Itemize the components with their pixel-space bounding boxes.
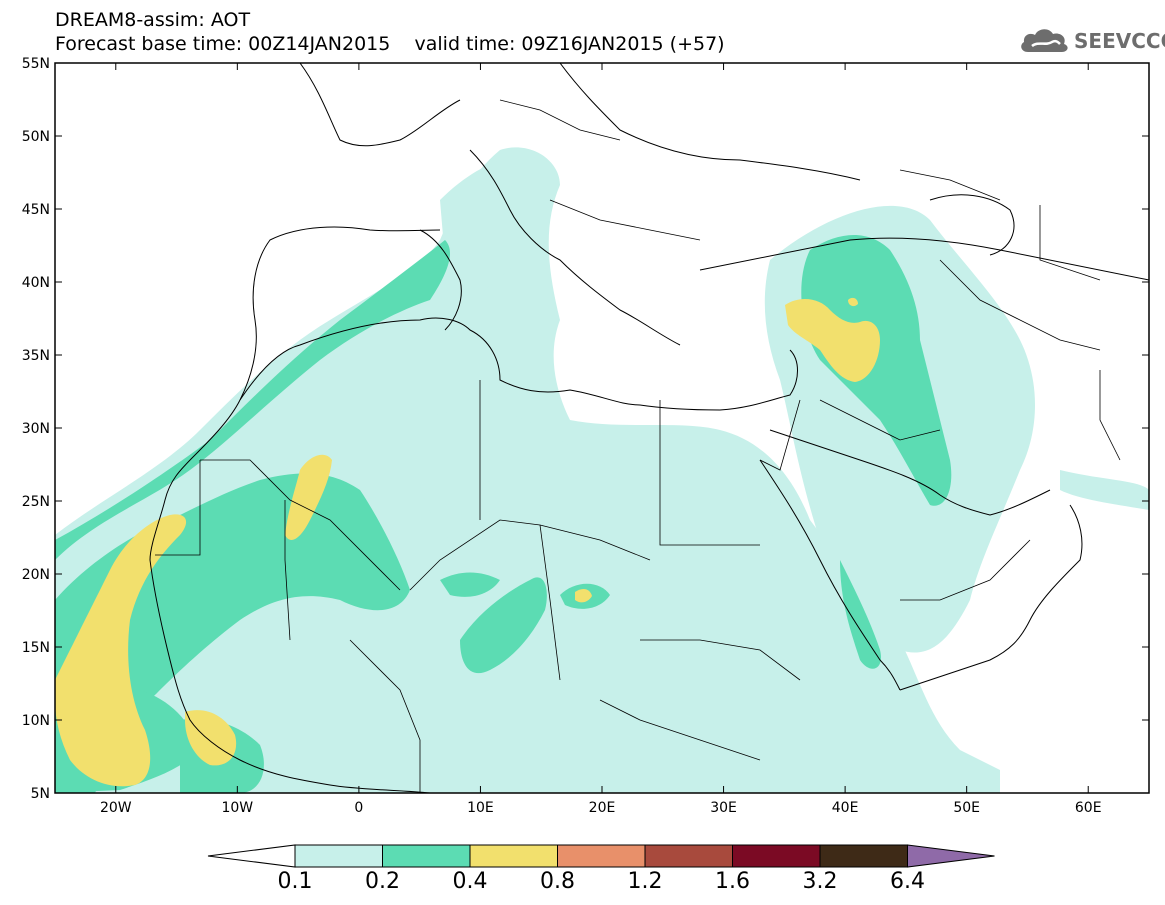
- colorbar-label: 0.2: [365, 869, 400, 894]
- lat-label: 25N: [22, 494, 50, 510]
- lat-label: 10N: [22, 713, 50, 729]
- lon-label: 40E: [832, 800, 859, 816]
- logo-text: SEEVCCC: [1074, 29, 1165, 53]
- lat-label: 35N: [22, 348, 50, 364]
- lon-label: 30E: [710, 800, 737, 816]
- colorbar-box: [294, 844, 383, 868]
- colorbar-arrow-high: [907, 844, 995, 868]
- colorbar: [207, 844, 995, 868]
- colorbar-label: 0.8: [540, 869, 575, 894]
- coastlines: [149, 63, 1149, 793]
- lon-label: 50E: [953, 800, 980, 816]
- lon-label: 10W: [221, 800, 253, 816]
- lat-label: 45N: [22, 202, 50, 218]
- colorbar-box: [732, 844, 821, 868]
- cloud-icon: [1021, 29, 1068, 52]
- aot-contour-0.1: [55, 147, 1149, 793]
- lat-label: 30N: [22, 421, 50, 437]
- lon-label: 10E: [467, 800, 494, 816]
- colorbar-label: 3.2: [802, 869, 838, 894]
- colorbar-box: [557, 844, 646, 868]
- lat-label: 40N: [22, 275, 50, 291]
- seevccc-logo: SEEVCCC: [1018, 22, 1165, 58]
- colorbar-box: [469, 844, 558, 868]
- colorbar-label: 0.1: [277, 869, 313, 894]
- longitude-axis: 20W 10W 0 10E 20E 30E 40E 50E 60E: [100, 63, 1102, 816]
- colorbar-box: [382, 844, 471, 868]
- colorbar-label: 1.2: [627, 869, 663, 894]
- map-title: DREAM8-assim: AOT: [55, 9, 251, 31]
- colorbar-label: 0.4: [452, 869, 488, 894]
- lon-label: 0: [354, 800, 363, 816]
- lon-label: 60E: [1075, 800, 1102, 816]
- forecast-time-line: Forecast base time: 00Z14JAN2015 valid t…: [55, 33, 725, 55]
- lat-label: 55N: [22, 56, 50, 72]
- colorbar-box: [819, 844, 908, 868]
- lat-label: 15N: [22, 640, 50, 656]
- colorbar-label: 6.4: [890, 869, 925, 894]
- aot-contour-0.4: [55, 297, 880, 787]
- lon-label: 20E: [589, 800, 616, 816]
- colorbar-arrow-low: [207, 844, 296, 868]
- colorbar-label: 1.6: [715, 869, 750, 894]
- lat-label: 5N: [31, 786, 50, 802]
- lon-label: 20W: [100, 800, 132, 816]
- lat-label: 50N: [22, 129, 50, 145]
- colorbar-box: [644, 844, 733, 868]
- lat-label: 20N: [22, 567, 50, 583]
- borders: [155, 99, 1121, 793]
- latitude-axis: 55N 50N 45N 40N 35N 30N 25N 20N 15N 10N 5N: [22, 56, 1149, 802]
